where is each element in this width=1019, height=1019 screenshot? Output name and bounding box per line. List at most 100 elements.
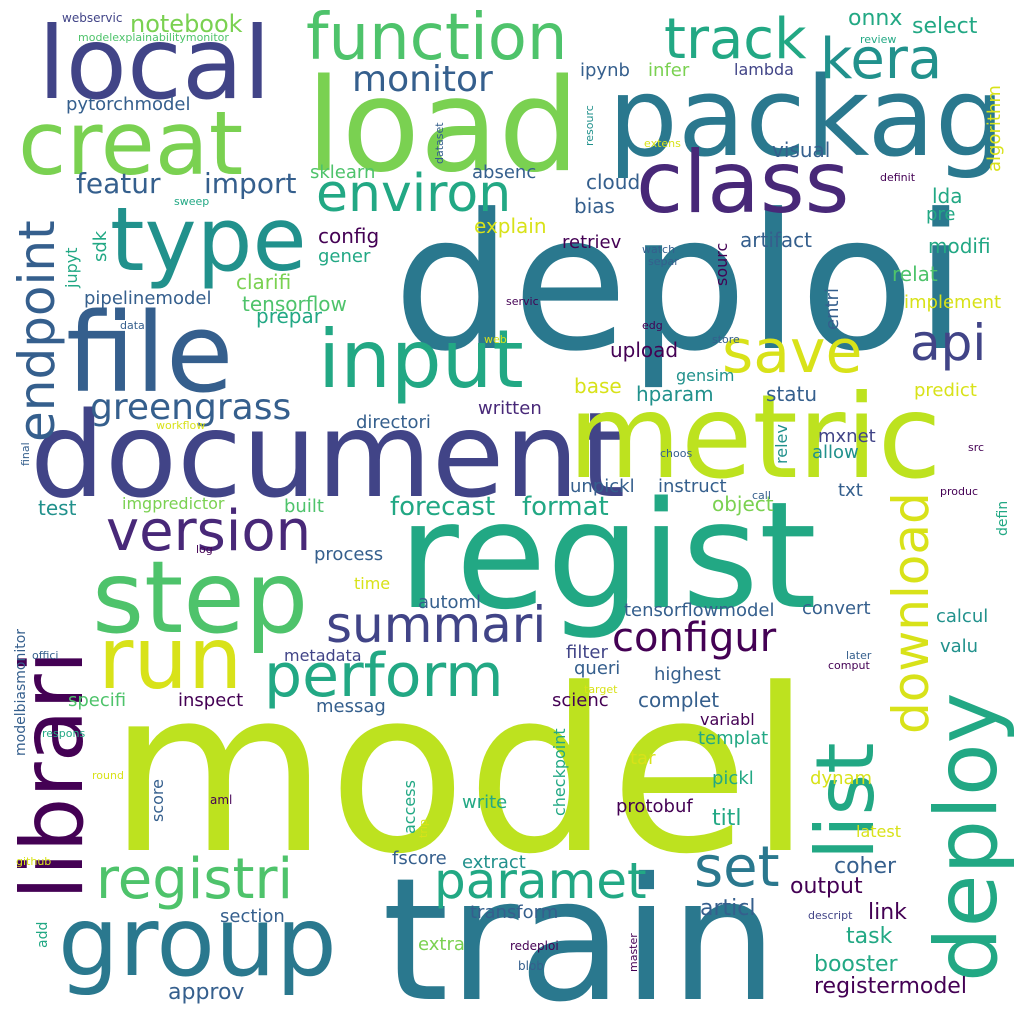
word-ipynb: ipynb — [580, 60, 630, 81]
word-api: api — [910, 314, 987, 372]
word-built: built — [284, 496, 324, 517]
word-aml: aml — [210, 793, 233, 807]
word-type: type — [110, 188, 307, 291]
word-jupyt: jupyt — [62, 247, 81, 288]
word-perform: perform — [264, 641, 504, 711]
word-web: web — [484, 333, 507, 346]
word-call: call — [752, 489, 771, 502]
word-modelexplainabilitymonitor: modelexplainabilitymonitor — [78, 31, 229, 44]
word-version: version — [106, 499, 312, 564]
word-document: document — [30, 386, 626, 524]
word-config: config — [318, 224, 380, 248]
word-messag: messag — [316, 696, 386, 717]
word-review: review — [860, 33, 897, 46]
word-set: set — [694, 835, 780, 900]
word-defin: defin — [995, 500, 1011, 536]
word-track: track — [664, 7, 807, 72]
word-relat: relat — [892, 262, 938, 286]
word-later: later — [846, 649, 872, 662]
word-tar: tar — [630, 748, 656, 769]
word-unpickl: unpickl — [570, 476, 635, 497]
word-resourc: resourc — [583, 105, 596, 146]
word-data: data — [120, 319, 145, 332]
word-scienc: scienc — [552, 690, 609, 711]
word-visual: visual — [772, 138, 831, 162]
word-pre: pre — [926, 204, 956, 225]
word-respons: respons — [42, 727, 86, 740]
word-queri: queri — [574, 658, 621, 679]
word-calcul: calcul — [936, 606, 989, 627]
word-protobuf: protobuf — [616, 796, 693, 817]
word-specifi: specifi — [68, 690, 127, 711]
word-extract: extract — [462, 852, 526, 873]
word-round: round — [92, 769, 124, 782]
word-run: run — [98, 609, 243, 709]
word-infer: infer — [648, 60, 690, 81]
word-clarifi: clarifi — [236, 270, 292, 294]
word-tensorflow: tensorflow — [242, 292, 347, 316]
word-deploy: deploy — [917, 692, 1017, 983]
word-implement: implement — [904, 292, 1002, 313]
word-articl: articl — [700, 896, 756, 921]
word-endpoint: endpoint — [8, 220, 66, 442]
word-output: output — [790, 874, 863, 899]
word-fscore: fscore — [392, 848, 447, 869]
word-gensim: gensim — [676, 366, 735, 385]
word-imgpredictor: imgpredictor — [122, 494, 225, 513]
word-dataset: dataset — [433, 122, 446, 164]
word-add: add — [35, 921, 51, 948]
word-algorithm: algorithm — [984, 85, 1005, 172]
word-highest: highest — [654, 664, 721, 685]
word-class: class — [636, 133, 850, 233]
word-workflow: workflow — [156, 419, 206, 432]
word-save: save — [722, 317, 863, 387]
word-base: base — [574, 374, 622, 398]
word-inspect: inspect — [178, 690, 244, 711]
word-metadata: metadata — [284, 646, 362, 665]
word-test: test — [38, 496, 77, 520]
word-pickl: pickl — [712, 768, 754, 789]
word-github: github — [16, 855, 52, 868]
word-artifact: artifact — [740, 228, 813, 252]
word-extra: extra — [418, 934, 465, 955]
word-access: access — [400, 780, 419, 834]
word-directori: directori — [356, 412, 431, 433]
word-final: final — [19, 442, 32, 466]
word-master: master — [627, 933, 640, 972]
word-transform: transform — [470, 902, 559, 923]
word-monitor: monitor — [352, 59, 493, 100]
word-servic: servic — [506, 295, 539, 308]
word-instruct: instruct — [658, 476, 727, 497]
word-sourc: sourc — [712, 242, 731, 286]
word-section: section — [220, 906, 285, 927]
word-webservic: webservic — [62, 11, 123, 25]
word-function: function — [306, 1, 568, 75]
word-predict: predict — [914, 380, 977, 401]
word-paramet: paramet — [434, 852, 647, 910]
word-hparam: hparam — [636, 382, 714, 406]
word-object: object — [712, 492, 774, 516]
word-latest: latest — [856, 822, 901, 841]
word-upload: upload — [610, 338, 679, 362]
word-input: input — [318, 313, 524, 406]
word-watch: watch — [642, 243, 676, 256]
word-store: store — [712, 333, 740, 346]
word-complet: complet — [638, 688, 720, 712]
word-time: time — [354, 574, 391, 593]
word-sweep: sweep — [174, 195, 210, 208]
word-train: train — [382, 842, 778, 1019]
word-checkpoint: checkpoint — [550, 728, 569, 816]
word-src: src — [968, 441, 985, 454]
word-onnx: onnx — [848, 6, 903, 31]
word-choos: choos — [660, 447, 693, 460]
word-written: written — [478, 398, 542, 419]
word-link: link — [868, 900, 907, 925]
word-lambda: lambda — [734, 60, 794, 79]
word-explain: explain — [474, 214, 547, 238]
word-sdk: sdk — [90, 230, 111, 262]
word-automl: automl — [418, 592, 482, 613]
word-separ: separ — [648, 255, 679, 268]
word-trip: trip — [417, 819, 430, 838]
word-valu: valu — [940, 636, 979, 657]
